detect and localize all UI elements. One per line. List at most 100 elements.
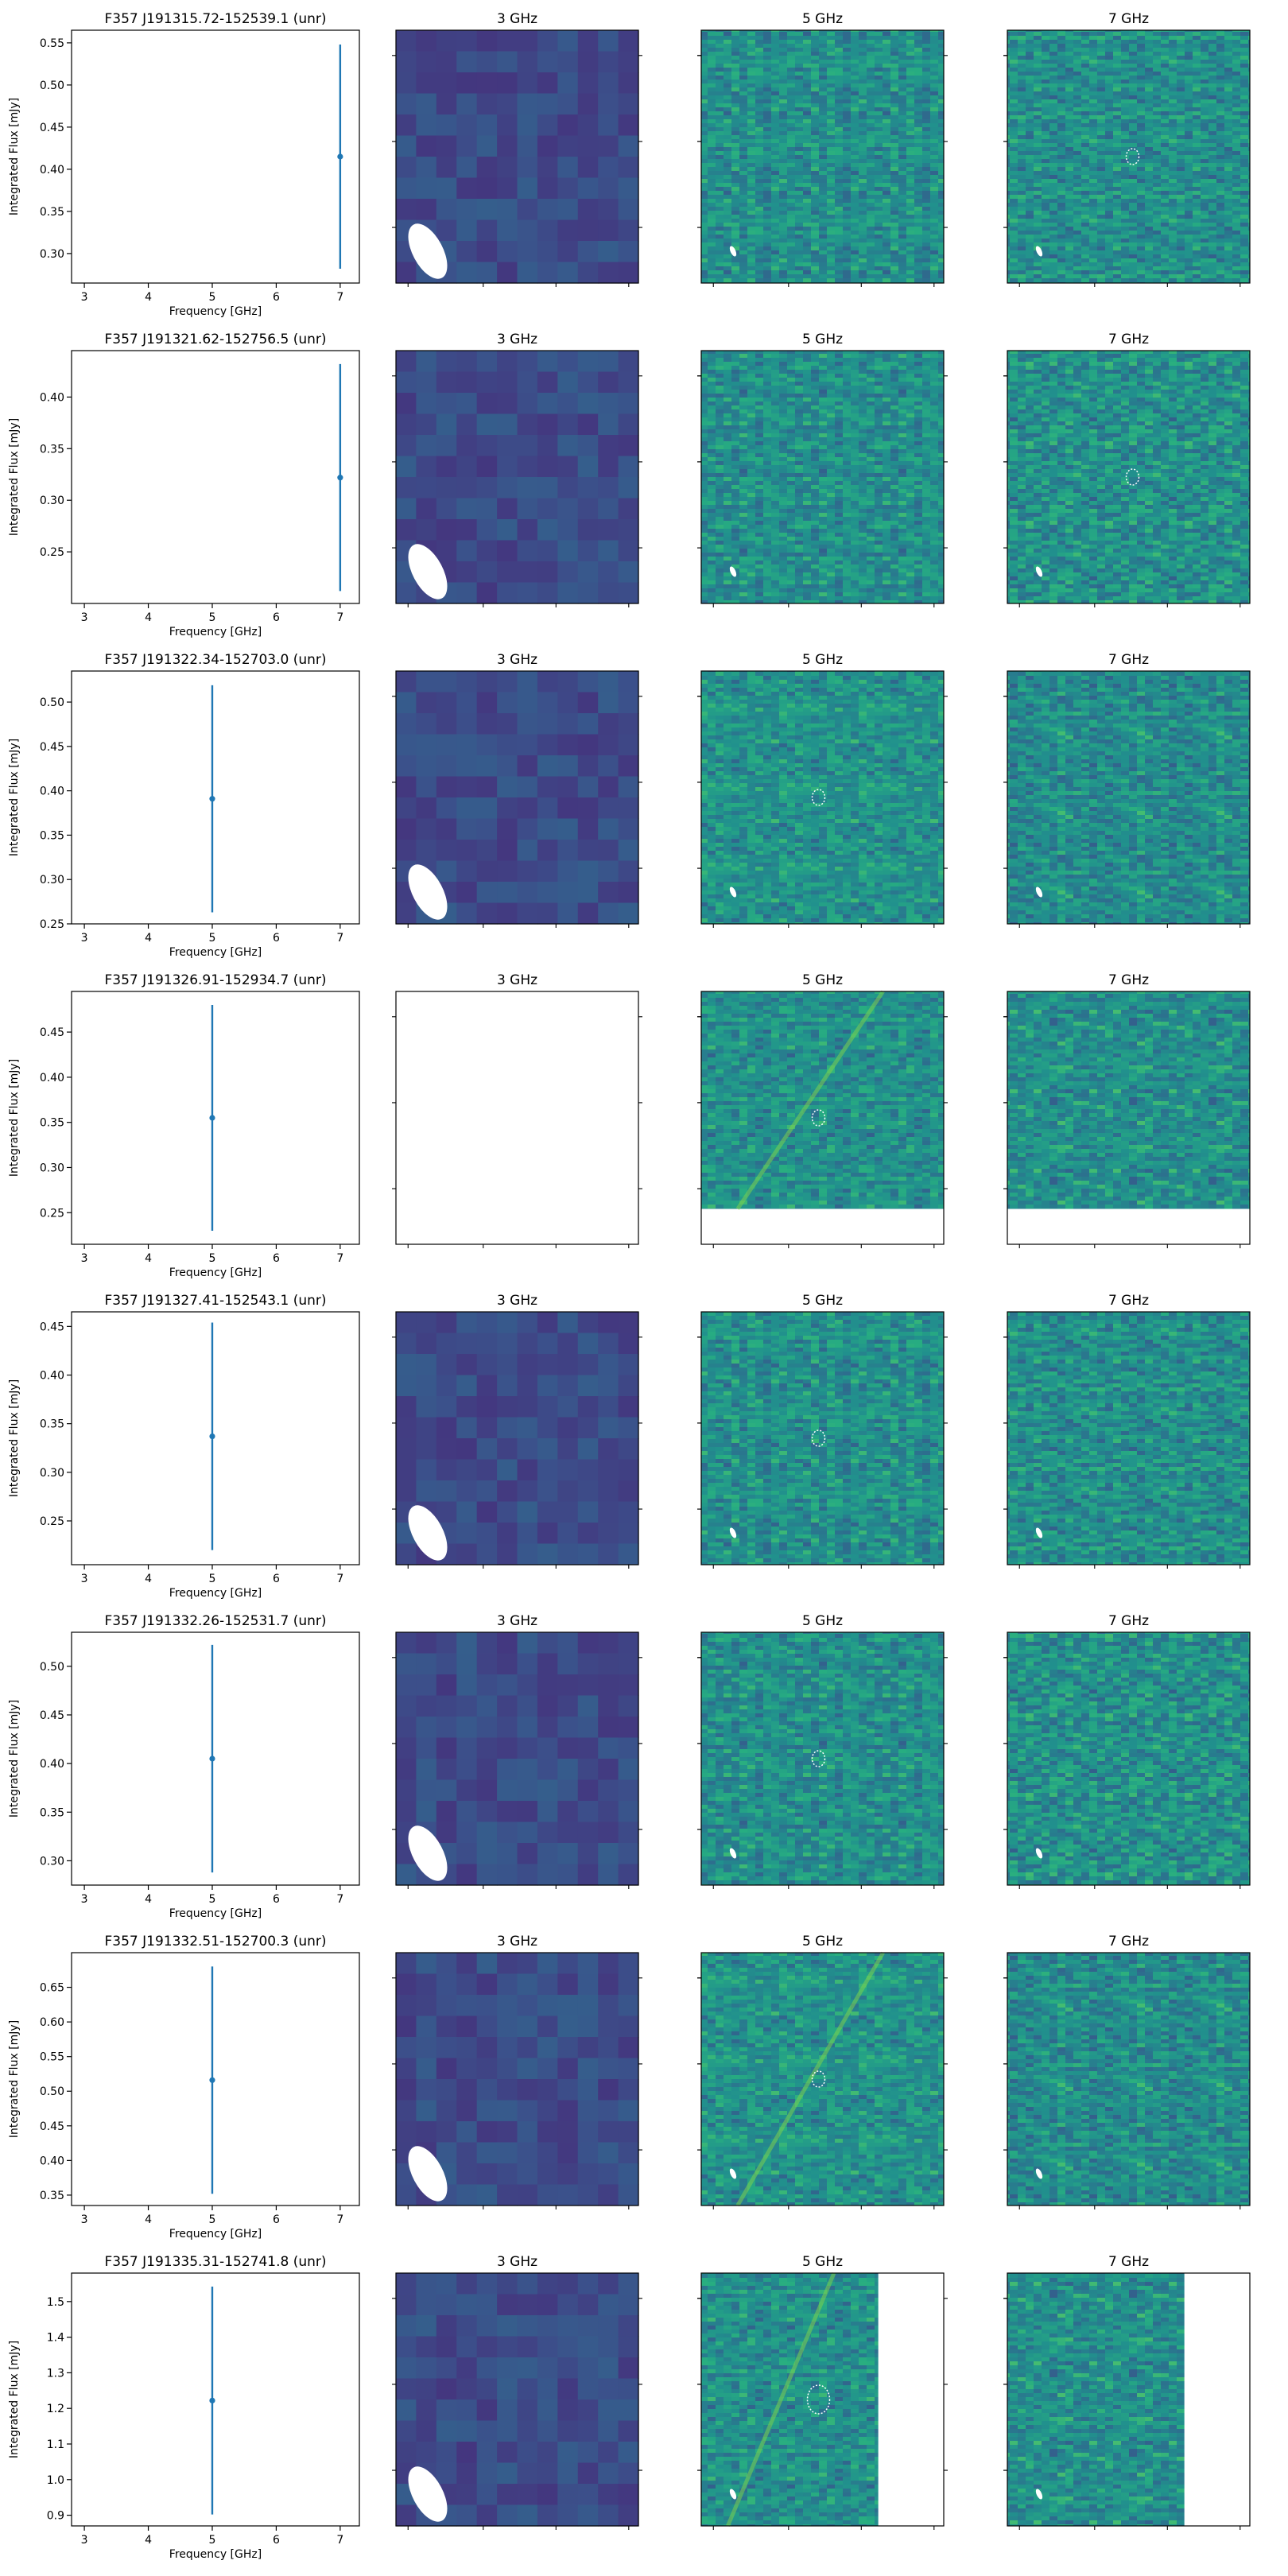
map-pixel — [476, 1543, 498, 1565]
map-pixel — [476, 177, 498, 200]
image-panel-7ghz: 7 GHz — [1003, 1613, 1251, 1889]
map-pixel — [577, 477, 599, 499]
map-pixel — [476, 2442, 498, 2464]
map-pixel — [456, 1695, 478, 1717]
y-tick-label: 0.25 — [40, 918, 64, 931]
map-pixel — [598, 351, 619, 373]
map-pixel — [557, 840, 579, 862]
map-pixel — [517, 2079, 538, 2101]
map-pixel — [517, 1973, 538, 1996]
map-pixel — [456, 1674, 478, 1697]
map-pixel — [517, 797, 538, 820]
map-pixel — [497, 1759, 518, 1781]
map-pixel — [577, 2058, 599, 2080]
map-pixel — [577, 1717, 599, 1739]
map-pixel — [497, 1973, 518, 1996]
x-tick-label: 6 — [273, 1252, 280, 1265]
x-tick-label: 5 — [209, 1252, 216, 1265]
map-pixel — [598, 519, 619, 541]
map-pixel — [476, 902, 498, 925]
map-pixel — [476, 1953, 498, 1975]
map-pixel — [497, 1459, 518, 1481]
map-pixel — [497, 157, 518, 179]
map-noise — [1007, 30, 1250, 283]
y-tick-label: 0.60 — [40, 2016, 64, 2029]
map-pixel — [577, 2037, 599, 2059]
map-noise — [701, 1312, 944, 1565]
map-pixel — [456, 561, 478, 584]
map-pixel — [476, 1333, 498, 1355]
spectrum-axes-frame — [71, 2272, 360, 2527]
map-pixel — [476, 1438, 498, 1461]
map-pixel — [598, 671, 619, 693]
map-pixel — [416, 2273, 437, 2295]
map-pixel — [557, 477, 579, 499]
map-pixel — [396, 2315, 417, 2337]
map-noise — [1007, 2273, 1185, 2526]
map-pixel — [537, 2079, 558, 2101]
map-pixel — [557, 860, 579, 883]
map-pixel — [456, 2184, 478, 2206]
map-pixel — [396, 114, 417, 137]
map-pixel — [557, 456, 579, 478]
map-pixel — [537, 2399, 558, 2422]
spectrum-panel: F357 J191322.34-152703.0 (unr) 3 4 5 6 7 0.25 0… — [8, 652, 360, 959]
row-2: F357 J191321.62-152756.5 (unr) 3 4 5 6 7 0.25 0… — [8, 332, 1251, 638]
map-pixel — [577, 2357, 599, 2380]
map-pixel — [618, 413, 639, 436]
map-pixel — [396, 1973, 417, 1996]
map-pixel — [456, 199, 478, 221]
map-pixel — [416, 456, 437, 478]
map-pixel — [618, 1759, 639, 1781]
map-pixel — [557, 1543, 579, 1565]
map-pixel — [476, 1717, 498, 1739]
map-pixel — [497, 1354, 518, 1376]
y-tick-label: 0.40 — [40, 164, 64, 177]
map-pixel — [456, 477, 478, 499]
map-pixel — [476, 51, 498, 73]
map-pixel — [557, 2315, 579, 2337]
map-pixel — [517, 882, 538, 904]
map-pixel — [577, 1821, 599, 1844]
x-tick-label: 6 — [273, 611, 280, 624]
map-pixel — [577, 882, 599, 904]
map-pixel — [577, 2336, 599, 2358]
map-pixel — [598, 456, 619, 478]
map-pixel — [598, 177, 619, 200]
map-pixel — [456, 1821, 478, 1844]
map-pixel — [577, 1501, 599, 1523]
map-pixel — [618, 2142, 639, 2164]
data-point — [209, 1433, 215, 1440]
map-pixel — [537, 477, 558, 499]
x-tick-label: 5 — [209, 932, 216, 945]
map-pixel — [618, 51, 639, 73]
map-pixel — [476, 776, 498, 798]
map-pixel — [598, 1737, 619, 1759]
map-pixel — [396, 582, 417, 604]
map-pixel — [436, 393, 457, 415]
map-pixel — [497, 135, 518, 157]
map-pixel — [456, 2294, 478, 2316]
map-pixel — [537, 219, 558, 242]
map-pixel — [537, 2121, 558, 2143]
map-pixel — [416, 2399, 437, 2422]
map-pixel — [476, 2015, 498, 2038]
x-tick-label: 4 — [145, 1252, 152, 1265]
map-pixel — [497, 30, 518, 52]
map-pixel — [476, 157, 498, 179]
map-pixel — [497, 582, 518, 604]
map-pixel — [577, 582, 599, 604]
map-pixel — [598, 1653, 619, 1675]
map-pixel — [396, 713, 417, 735]
map-pixel — [577, 2399, 599, 2422]
spectrum-title: F357 J191332.51-152700.3 (unr) — [104, 1934, 326, 1949]
map-pixel — [416, 2058, 437, 2080]
map-pixel — [598, 1543, 619, 1565]
map-pixel — [396, 734, 417, 756]
map-pixel — [537, 755, 558, 778]
map-pixel — [598, 393, 619, 415]
x-tick-label: 7 — [336, 1573, 343, 1585]
map-pixel — [476, 2399, 498, 2422]
map-pixel — [497, 199, 518, 221]
map-pixel — [537, 393, 558, 415]
